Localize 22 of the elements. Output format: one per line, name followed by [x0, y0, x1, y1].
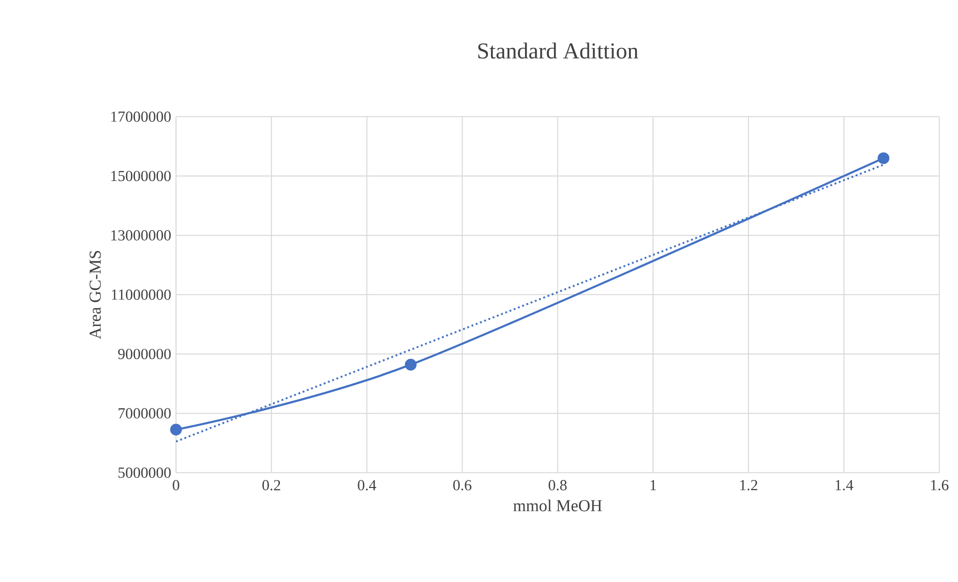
x-axis-title: mmol MeOH — [513, 500, 602, 512]
y-tick-label: 15000000 — [111, 170, 171, 182]
point — [878, 152, 890, 164]
y-tick-label: 5000000 — [118, 467, 171, 478]
y-tick-label: 11000000 — [112, 289, 171, 300]
x-tick-label: 0.2 — [262, 480, 280, 490]
x-tick-label: 1.6 — [931, 480, 948, 490]
chart-title: Standard Adittion — [478, 42, 638, 59]
x-tick-label: 0.6 — [453, 480, 472, 490]
y-axis-title: Area GC-MS — [90, 251, 101, 340]
x-tick-label: 1.4 — [836, 480, 854, 490]
y-tick-label: 13000000 — [111, 230, 171, 240]
x-tick-label: 1 — [650, 480, 656, 490]
point — [404, 358, 417, 371]
y-tick-label: 9000000 — [118, 348, 171, 360]
point — [170, 424, 182, 436]
y-tick-label: 7000000 — [118, 408, 171, 418]
x-tick-label: 0.8 — [548, 480, 567, 490]
x-tick-label: 1.2 — [740, 480, 758, 490]
y-tick-label: 17000000 — [111, 112, 171, 122]
x-tick-label: 0.4 — [358, 480, 376, 490]
x-tick-label: 0 — [172, 480, 180, 490]
